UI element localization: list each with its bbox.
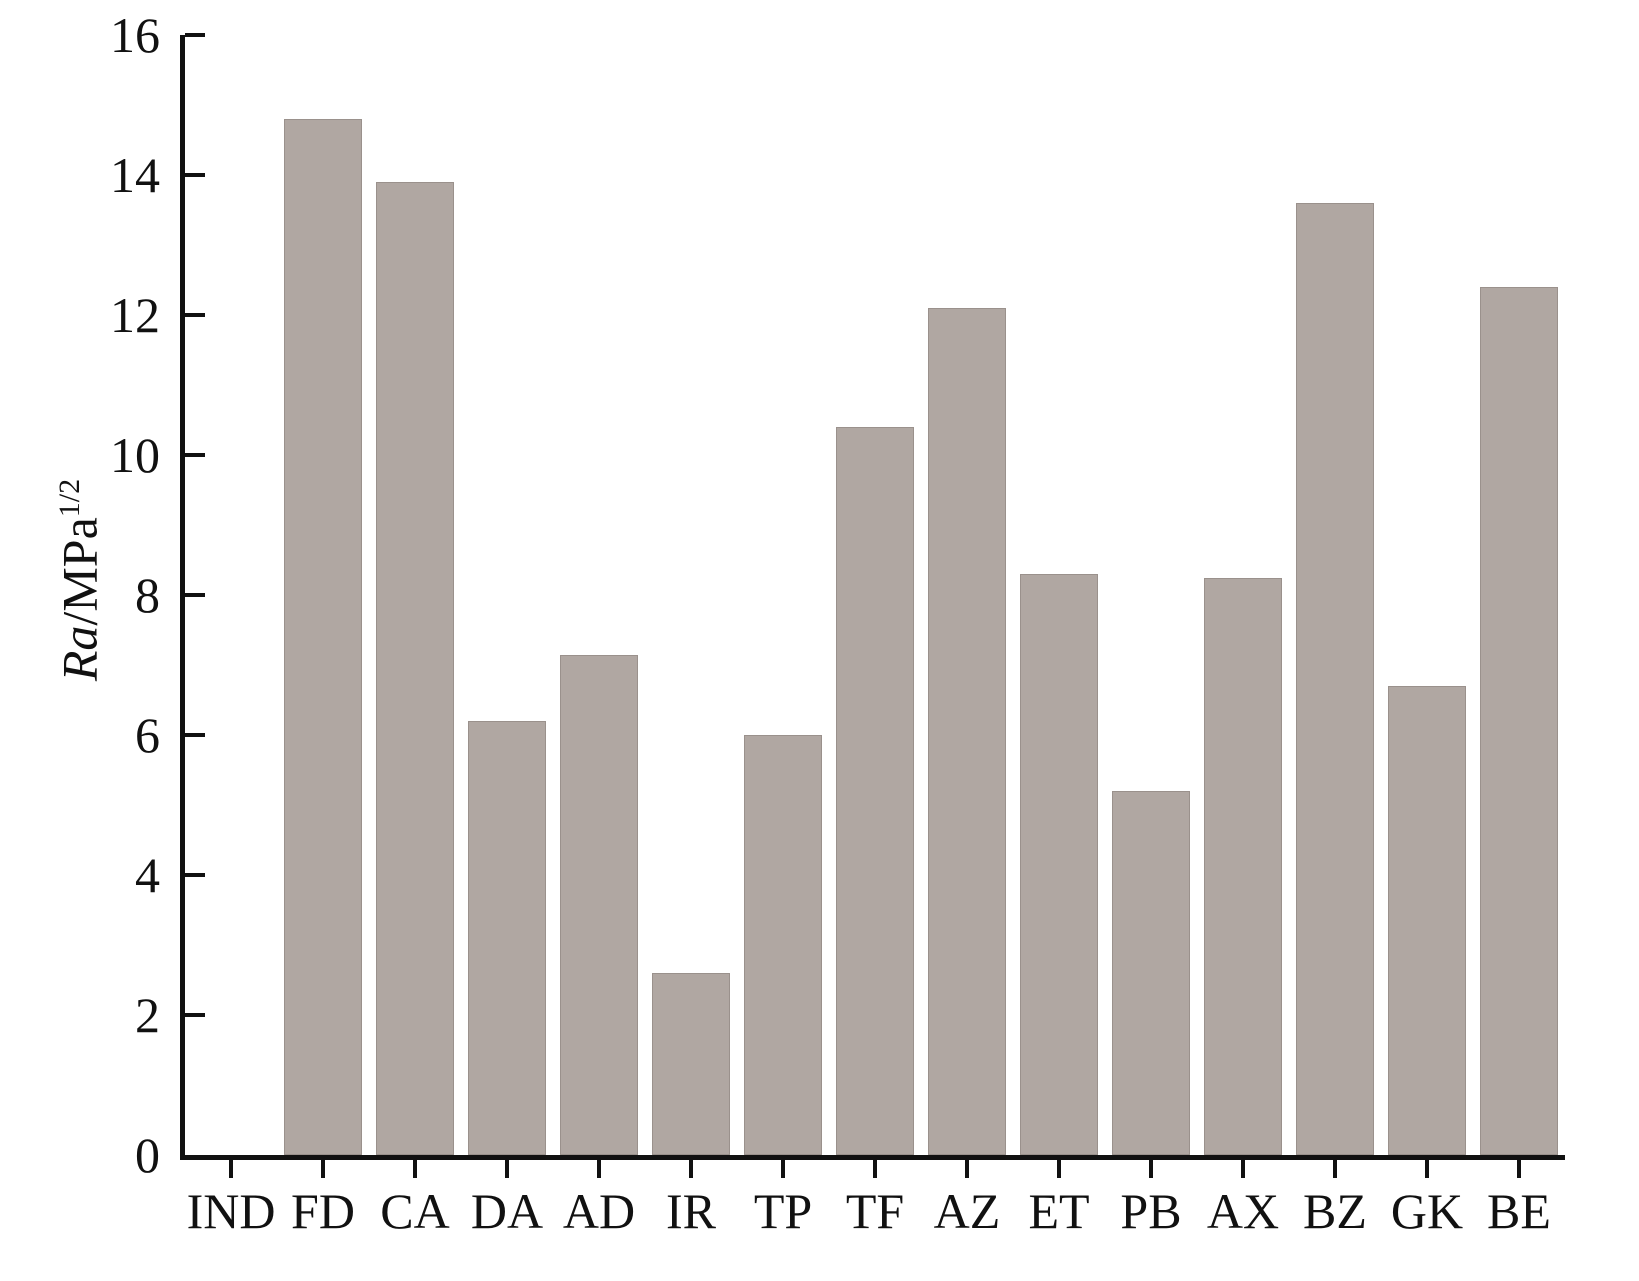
bar-TF bbox=[836, 427, 914, 1155]
y-tick-label-16: 16 bbox=[110, 7, 160, 63]
bars-container bbox=[185, 35, 1565, 1155]
y-tick-mark bbox=[185, 873, 205, 877]
x-tick-mark bbox=[1333, 1160, 1337, 1178]
y-axis-title-exponent: 1/2 bbox=[53, 478, 86, 518]
bar-AD bbox=[560, 654, 638, 1155]
bar-ET bbox=[1020, 574, 1098, 1155]
bar-BE bbox=[1480, 287, 1558, 1155]
bar-TP bbox=[744, 735, 822, 1155]
x-tick-label-DA: DA bbox=[470, 1183, 544, 1239]
x-tick-label-IR: IR bbox=[666, 1183, 716, 1239]
y-tick-mark bbox=[185, 173, 205, 177]
x-tick-mark bbox=[873, 1160, 877, 1178]
x-tick-mark bbox=[505, 1160, 509, 1178]
x-tick-label-FD: FD bbox=[291, 1183, 355, 1239]
y-tick-mark bbox=[185, 33, 205, 37]
y-tick-label-2: 2 bbox=[135, 987, 160, 1043]
y-tick-mark bbox=[185, 733, 205, 737]
bar-PB bbox=[1112, 791, 1190, 1155]
y-tick-mark bbox=[185, 313, 205, 317]
y-tick-label-4: 4 bbox=[135, 847, 160, 903]
bar-FD bbox=[284, 119, 362, 1155]
x-tick-mark bbox=[597, 1160, 601, 1178]
x-tick-mark bbox=[1241, 1160, 1245, 1178]
x-tick-label-TP: TP bbox=[753, 1183, 813, 1239]
y-tick-label-0: 0 bbox=[135, 1127, 160, 1183]
x-tick-label-BZ: BZ bbox=[1303, 1183, 1367, 1239]
x-tick-mark bbox=[781, 1160, 785, 1178]
x-tick-label-ET: ET bbox=[1028, 1183, 1090, 1239]
bar-CA bbox=[376, 182, 454, 1155]
y-tick-label-14: 14 bbox=[110, 147, 160, 203]
x-tick-mark bbox=[1057, 1160, 1061, 1178]
x-tick-mark bbox=[229, 1160, 233, 1178]
x-tick-mark bbox=[413, 1160, 417, 1178]
x-tick-mark bbox=[965, 1160, 969, 1178]
x-tick-mark bbox=[689, 1160, 693, 1178]
y-tick-mark bbox=[185, 1013, 205, 1017]
x-tick-label-AZ: AZ bbox=[933, 1183, 1001, 1239]
bar-DA bbox=[468, 721, 546, 1155]
y-tick-label-12: 12 bbox=[110, 287, 160, 343]
x-tick-label-TF: TF bbox=[845, 1183, 905, 1239]
y-tick-mark bbox=[185, 453, 205, 457]
x-tick-label-GK: GK bbox=[1390, 1183, 1464, 1239]
x-tick-label-CA: CA bbox=[380, 1183, 450, 1239]
y-tick-mark bbox=[185, 593, 205, 597]
x-tick-label-IND: IND bbox=[186, 1183, 276, 1239]
bar-AZ bbox=[928, 308, 1006, 1155]
x-tick-label-BE: BE bbox=[1487, 1183, 1551, 1239]
bar-IR bbox=[652, 973, 730, 1155]
x-tick-mark bbox=[1149, 1160, 1153, 1178]
x-tick-mark bbox=[1517, 1160, 1521, 1178]
y-tick-label-10: 10 bbox=[110, 427, 160, 483]
y-tick-label-8: 8 bbox=[135, 567, 160, 623]
x-tick-mark bbox=[1425, 1160, 1429, 1178]
x-tick-label-PB: PB bbox=[1120, 1183, 1182, 1239]
bar-AX bbox=[1204, 577, 1282, 1155]
x-tick-label-AX: AX bbox=[1206, 1183, 1280, 1239]
bar-GK bbox=[1388, 686, 1466, 1155]
bar-BZ bbox=[1296, 203, 1374, 1155]
y-axis-title-variable: Ra bbox=[51, 625, 108, 682]
x-tick-mark bbox=[321, 1160, 325, 1178]
plot-area bbox=[180, 35, 1565, 1160]
y-tick-label-6: 6 bbox=[135, 707, 160, 763]
x-tick-label-AD: AD bbox=[562, 1183, 636, 1239]
